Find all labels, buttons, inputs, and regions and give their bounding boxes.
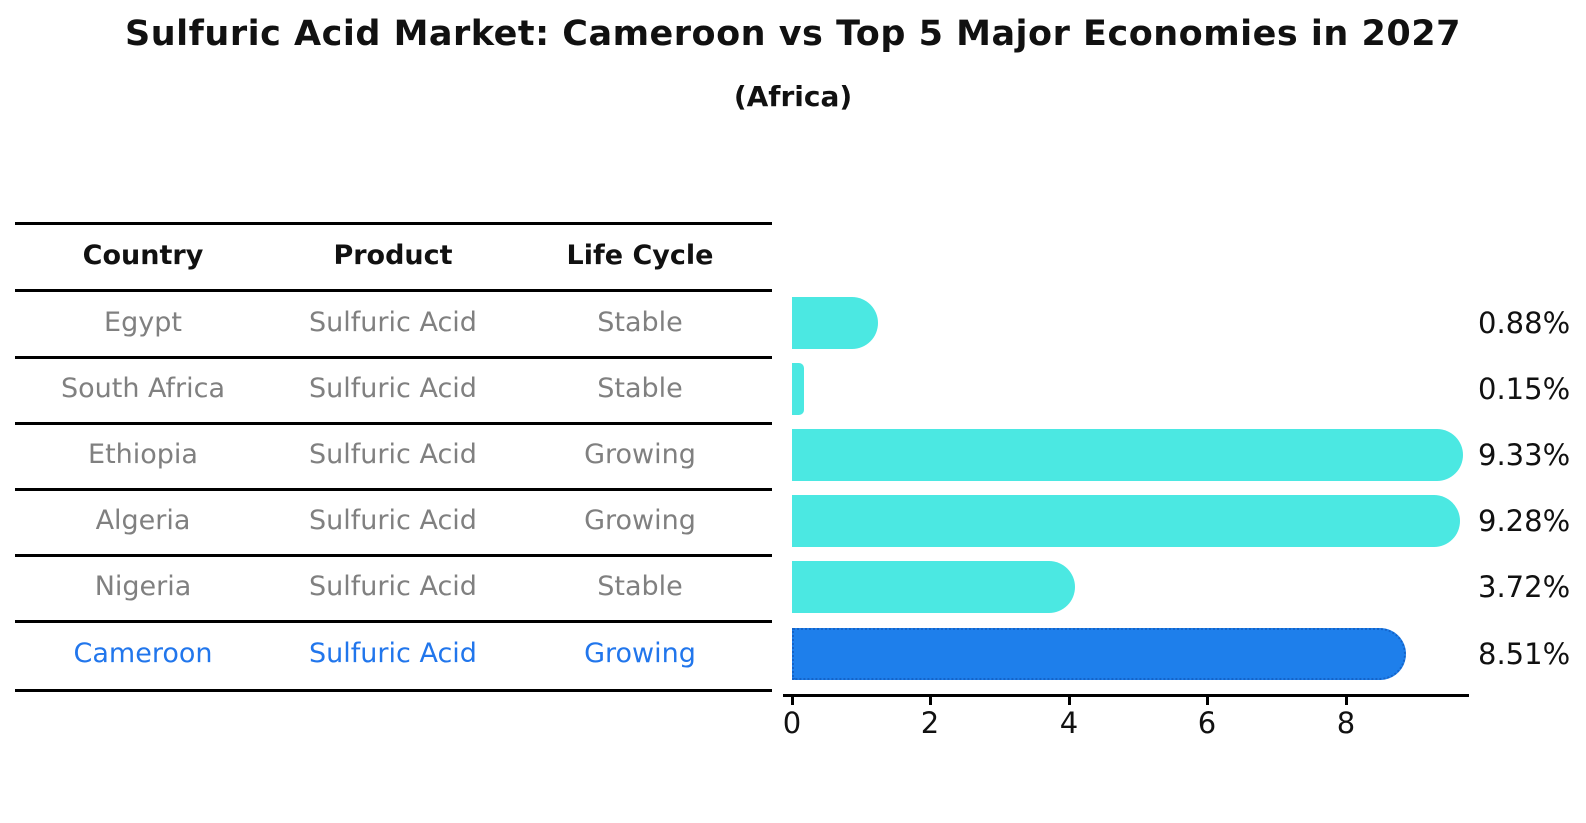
table-cell-life-cycle: Stable	[597, 307, 683, 338]
table-cell-product: Sulfuric Acid	[309, 439, 477, 470]
bar-cameroon-highlighted	[792, 628, 1406, 680]
table-cell-life-cycle-highlighted: Growing	[584, 638, 696, 669]
x-axis-tick	[1068, 696, 1071, 705]
chart-subtitle: (Africa)	[733, 80, 853, 113]
table-cell-country-highlighted: Cameroon	[73, 638, 213, 669]
value-label-cameroon: 8.51%	[1478, 637, 1571, 671]
table-header-life-cycle: Life Cycle	[566, 240, 714, 271]
table-cell-country: Ethiopia	[88, 439, 198, 470]
x-axis-tick	[929, 696, 932, 705]
table-header-country: Country	[82, 240, 204, 271]
bar-nigeria	[792, 561, 1075, 613]
table-row-rule	[15, 422, 772, 425]
x-axis-tick-label: 0	[782, 706, 802, 740]
value-label-south-africa: 0.15%	[1478, 372, 1571, 406]
x-axis-tick	[1206, 696, 1209, 705]
table-header-product: Product	[333, 240, 453, 271]
bar-south-africa	[792, 363, 804, 415]
value-label-nigeria: 3.72%	[1478, 570, 1571, 604]
value-label-egypt: 0.88%	[1478, 306, 1571, 340]
table-bottom-rule	[15, 689, 772, 692]
table-cell-product: Sulfuric Acid	[309, 307, 477, 338]
chart-title: Sulfuric Acid Market: Cameroon vs Top 5 …	[125, 14, 1461, 54]
table-row-rule	[15, 488, 772, 491]
table-row-rule	[15, 356, 772, 359]
x-axis-tick-label: 8	[1336, 706, 1356, 740]
table-cell-country: Algeria	[95, 505, 191, 536]
table-cell-product: Sulfuric Acid	[309, 505, 477, 536]
x-axis-tick	[1345, 696, 1348, 705]
table-top-rule	[15, 222, 772, 225]
table-cell-country: Nigeria	[94, 571, 192, 602]
table-cell-life-cycle: Growing	[584, 505, 696, 536]
table-row-rule	[15, 554, 772, 557]
x-axis-tick-label: 6	[1197, 706, 1217, 740]
bar-egypt	[792, 297, 878, 349]
table-cell-product: Sulfuric Acid	[309, 571, 477, 602]
x-axis-tick	[791, 696, 794, 705]
table-cell-product-highlighted: Sulfuric Acid	[309, 638, 477, 669]
table-cell-country: Egypt	[104, 307, 182, 338]
value-label-algeria: 9.28%	[1478, 504, 1571, 538]
value-label-ethiopia: 9.33%	[1478, 438, 1571, 472]
bar-ethiopia	[792, 429, 1463, 481]
table-cell-life-cycle: Growing	[584, 439, 696, 470]
table-cell-life-cycle: Stable	[597, 373, 683, 404]
table-cell-life-cycle: Stable	[597, 571, 683, 602]
table-header-rule	[15, 289, 772, 292]
bar-algeria	[792, 495, 1460, 547]
table-cell-country: South Africa	[60, 373, 226, 404]
x-axis-line	[783, 694, 1469, 697]
table-row-rule	[15, 620, 772, 623]
x-axis-tick-label: 2	[920, 706, 940, 740]
x-axis-tick-label: 4	[1059, 706, 1079, 740]
table-cell-product: Sulfuric Acid	[309, 373, 477, 404]
